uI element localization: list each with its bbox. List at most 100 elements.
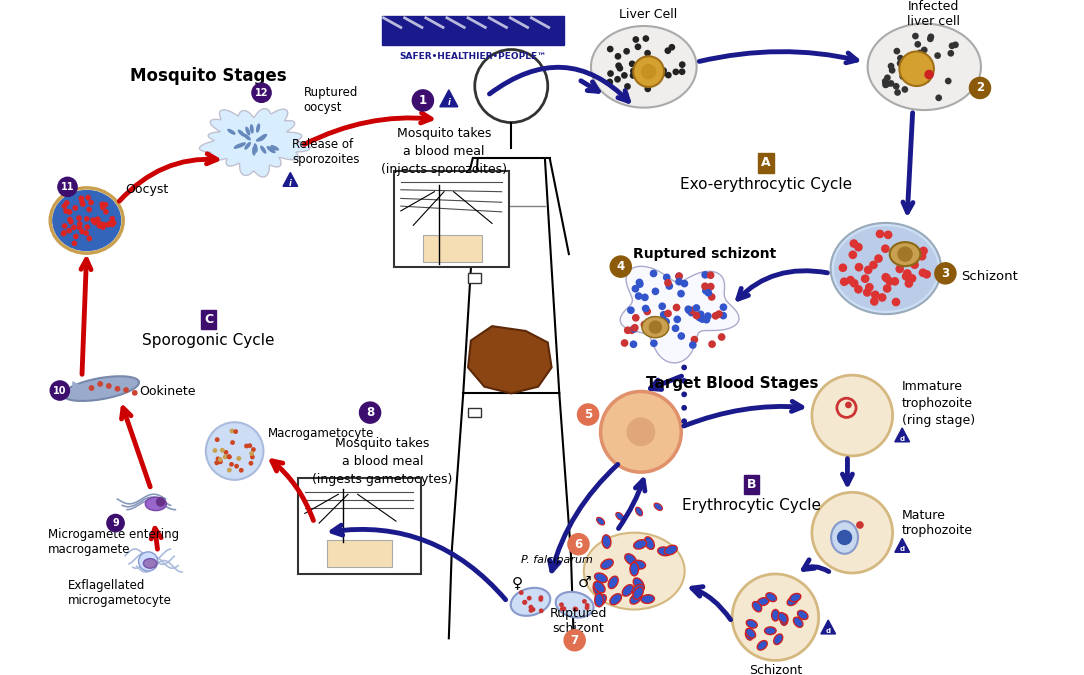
- FancyBboxPatch shape: [468, 273, 481, 283]
- Ellipse shape: [632, 560, 646, 569]
- Circle shape: [412, 90, 434, 111]
- Circle shape: [62, 203, 67, 209]
- Circle shape: [68, 219, 74, 224]
- Text: ♀: ♀: [512, 575, 522, 590]
- Ellipse shape: [831, 521, 859, 554]
- Circle shape: [881, 244, 890, 253]
- Text: 10: 10: [53, 385, 66, 396]
- Circle shape: [641, 321, 648, 329]
- Circle shape: [894, 256, 903, 264]
- Circle shape: [79, 199, 85, 205]
- Circle shape: [100, 202, 105, 207]
- Circle shape: [659, 70, 667, 77]
- Circle shape: [878, 293, 887, 302]
- Circle shape: [874, 254, 882, 263]
- Text: Ruptured schizont: Ruptured schizont: [633, 247, 776, 261]
- Circle shape: [633, 56, 664, 87]
- Circle shape: [883, 230, 892, 239]
- Text: Exflagellated
microgametocyte: Exflagellated microgametocyte: [67, 579, 171, 608]
- Circle shape: [530, 607, 535, 612]
- Circle shape: [888, 63, 894, 70]
- Circle shape: [230, 429, 234, 433]
- Text: d: d: [900, 546, 905, 552]
- Ellipse shape: [244, 142, 251, 150]
- Circle shape: [707, 283, 714, 290]
- Text: Ruptured
schizont: Ruptured schizont: [550, 607, 607, 635]
- Ellipse shape: [890, 242, 920, 266]
- Ellipse shape: [595, 595, 606, 606]
- Text: B: B: [747, 478, 757, 491]
- Circle shape: [627, 417, 656, 446]
- Circle shape: [894, 89, 901, 96]
- Text: Erythrocytic Cycle: Erythrocytic Cycle: [682, 498, 821, 513]
- Circle shape: [77, 221, 82, 227]
- Circle shape: [251, 83, 271, 103]
- Ellipse shape: [257, 136, 266, 141]
- Circle shape: [101, 225, 106, 230]
- Ellipse shape: [603, 535, 611, 548]
- Circle shape: [850, 279, 859, 288]
- Ellipse shape: [595, 593, 604, 607]
- Text: i: i: [448, 98, 450, 107]
- Circle shape: [882, 80, 889, 86]
- Circle shape: [672, 69, 680, 75]
- Ellipse shape: [556, 592, 594, 618]
- Circle shape: [681, 418, 687, 424]
- Ellipse shape: [601, 559, 614, 569]
- Circle shape: [87, 236, 92, 241]
- Circle shape: [945, 78, 952, 84]
- Circle shape: [80, 202, 86, 207]
- Circle shape: [673, 315, 681, 323]
- Circle shape: [882, 274, 891, 282]
- Circle shape: [689, 341, 697, 349]
- Circle shape: [705, 289, 712, 296]
- Circle shape: [870, 297, 879, 306]
- Circle shape: [663, 273, 671, 281]
- Circle shape: [679, 68, 685, 75]
- Circle shape: [91, 218, 96, 223]
- Circle shape: [218, 457, 222, 462]
- Ellipse shape: [635, 507, 643, 516]
- Circle shape: [57, 178, 77, 196]
- Circle shape: [924, 76, 930, 83]
- Text: 2: 2: [976, 82, 984, 95]
- Ellipse shape: [594, 573, 607, 583]
- Circle shape: [904, 273, 913, 282]
- Circle shape: [654, 64, 660, 71]
- Circle shape: [251, 447, 256, 452]
- Circle shape: [562, 606, 566, 611]
- Circle shape: [898, 246, 913, 262]
- Circle shape: [854, 243, 863, 252]
- Circle shape: [907, 274, 916, 283]
- Circle shape: [635, 292, 643, 300]
- Circle shape: [238, 468, 244, 472]
- Circle shape: [631, 324, 638, 331]
- Polygon shape: [468, 326, 552, 394]
- Circle shape: [218, 459, 222, 464]
- Text: 9: 9: [112, 518, 119, 528]
- Circle shape: [630, 325, 637, 333]
- Ellipse shape: [632, 585, 644, 595]
- Circle shape: [707, 271, 714, 279]
- Circle shape: [621, 339, 629, 347]
- Circle shape: [72, 241, 77, 246]
- Ellipse shape: [237, 142, 246, 148]
- Text: 12: 12: [255, 88, 268, 98]
- Text: Exo-erythrocytic Cycle: Exo-erythrocytic Cycle: [680, 178, 852, 192]
- Circle shape: [215, 437, 220, 442]
- Circle shape: [664, 47, 671, 54]
- Circle shape: [664, 72, 672, 78]
- Circle shape: [76, 215, 81, 221]
- Circle shape: [86, 195, 91, 200]
- Circle shape: [704, 313, 712, 320]
- Ellipse shape: [780, 614, 788, 625]
- Circle shape: [886, 277, 894, 286]
- Ellipse shape: [228, 129, 235, 135]
- Circle shape: [64, 200, 69, 206]
- Circle shape: [659, 316, 667, 324]
- Circle shape: [63, 209, 68, 214]
- Circle shape: [244, 443, 249, 448]
- Ellipse shape: [624, 554, 636, 565]
- Text: Oocyst: Oocyst: [125, 184, 168, 196]
- Circle shape: [85, 216, 90, 221]
